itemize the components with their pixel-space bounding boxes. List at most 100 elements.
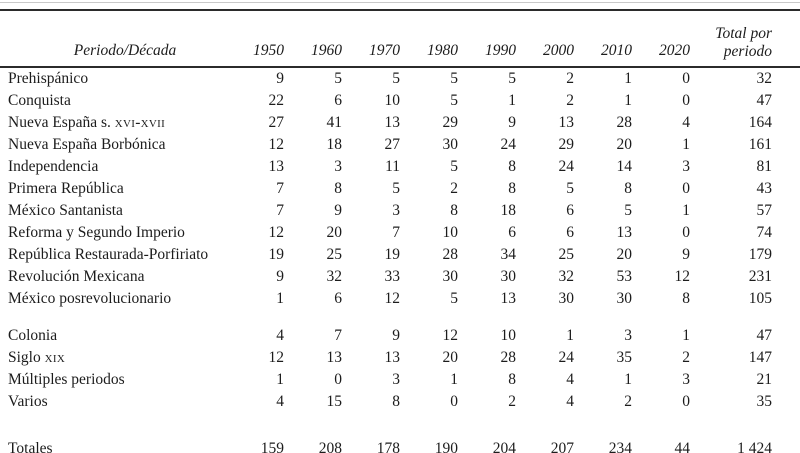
period-row-5-total: 43 xyxy=(756,180,773,197)
period-row-8-value-2020: 9 xyxy=(682,246,690,263)
group-gap-1 xyxy=(0,310,800,325)
grouped-row-0-value-1980: 12 xyxy=(442,327,459,344)
period-row-7-value-1980: 10 xyxy=(442,224,459,241)
period-row-0-value-1970: 5 xyxy=(392,70,400,87)
period-row-8-value-1980: 28 xyxy=(442,246,459,263)
period-row-7-value-1950: 12 xyxy=(268,224,285,241)
grouped-row-1: Siglo xix 12 13 13 20 28 24 35 2 147 xyxy=(0,347,800,369)
period-row-2-roman-numerals: xvi-xvii xyxy=(114,114,166,131)
group-gap-2-cell xyxy=(0,413,800,428)
period-row-1-value-2020: 0 xyxy=(682,92,690,109)
period-row-2-value-1990: 9 xyxy=(508,114,516,131)
period-row-9-value-1990: 30 xyxy=(500,268,517,285)
period-row-9-value-1970: 33 xyxy=(384,268,401,285)
totals-row: Totales 159 208 178 190 204 207 234 44 1 424 xyxy=(0,428,800,453)
period-row-0: Prehispánico 9 5 5 5 5 2 1 0 32 xyxy=(0,67,800,90)
header-row: Periodo/Década 1950 1960 1970 1980 1990 … xyxy=(0,10,800,68)
header-period-decade: Periodo/Década xyxy=(0,10,226,68)
period-row-10-value-1970: 12 xyxy=(384,290,401,307)
header-decade-1960: 1960 xyxy=(284,10,342,68)
period-row-9-label: Revolución Mexicana xyxy=(8,268,145,285)
period-row-0-label: Prehispánico xyxy=(8,70,89,87)
period-row-6-value-1980: 8 xyxy=(450,202,458,219)
grouped-row-3-label: Varios xyxy=(8,393,48,410)
grouped-row-0-value-2010: 3 xyxy=(624,327,632,344)
period-row-3-total: 161 xyxy=(748,136,772,153)
grouped-row-0-label: Colonia xyxy=(8,327,58,344)
period-row-3-value-1960: 18 xyxy=(326,136,343,153)
grouped-row-1-value-1950: 12 xyxy=(268,349,285,366)
period-row-8-value-1960: 25 xyxy=(326,246,343,263)
period-row-7: Reforma y Segundo Imperio 12 20 7 10 6 6 13 0 74 xyxy=(0,222,800,244)
header-decade-2010: 2010 xyxy=(574,10,632,68)
totals-row-value-2020: 44 xyxy=(674,440,691,453)
period-row-4-total: 81 xyxy=(756,158,773,175)
grouped-row-3-total: 35 xyxy=(756,393,773,410)
grouped-row-2-value-2020: 3 xyxy=(682,371,690,388)
period-row-6-value-1990: 18 xyxy=(500,202,517,219)
period-row-8-value-1950: 19 xyxy=(268,246,285,263)
period-row-10-value-1980: 5 xyxy=(450,290,458,307)
period-row-5-value-1950: 7 xyxy=(276,180,284,197)
period-row-4-value-1980: 5 xyxy=(450,158,458,175)
totals-row-label: Totales xyxy=(8,440,53,453)
period-row-2-value-1950: 27 xyxy=(268,114,285,131)
period-row-5-value-2020: 0 xyxy=(682,180,690,197)
period-row-6-value-2010: 5 xyxy=(624,202,632,219)
period-row-7-value-2000: 6 xyxy=(566,224,574,241)
period-row-6-value-2000: 6 xyxy=(566,202,574,219)
grouped-row-3-value-1950: 4 xyxy=(276,393,284,410)
period-row-2-value-1980: 29 xyxy=(442,114,459,131)
grouped-row-2-value-2010: 1 xyxy=(624,371,632,388)
period-row-1-value-2010: 1 xyxy=(624,92,632,109)
period-row-7-label: Reforma y Segundo Imperio xyxy=(8,224,185,241)
period-row-9-total: 231 xyxy=(748,268,772,285)
period-row-0-value-1980: 5 xyxy=(450,70,458,87)
period-row-7-value-1970: 7 xyxy=(392,224,400,241)
period-row-1: Conquista 22 6 10 5 1 2 1 0 47 xyxy=(0,90,800,112)
period-row-9-value-2000: 32 xyxy=(558,268,575,285)
header-decade-2000: 2000 xyxy=(516,10,574,68)
period-row-4-value-1970: 11 xyxy=(385,158,400,175)
period-row-5-label: Primera República xyxy=(8,180,124,197)
grouped-row-0-value-2020: 1 xyxy=(682,327,690,344)
period-row-8-value-1970: 19 xyxy=(384,246,401,263)
period-row-6-label: México Santanista xyxy=(8,202,123,219)
period-row-3-value-2000: 29 xyxy=(558,136,575,153)
grouped-row-2-value-1960: 0 xyxy=(334,371,342,388)
grouped-row-3-value-1980: 0 xyxy=(450,393,458,410)
group-gap-2 xyxy=(0,413,800,428)
header-decade-1980: 1980 xyxy=(400,10,458,68)
period-row-1-value-1950: 22 xyxy=(268,92,285,109)
period-row-4: Independencia 13 3 11 5 8 24 14 3 81 xyxy=(0,156,800,178)
period-row-4-label: Independencia xyxy=(8,158,99,175)
period-row-10-value-2010: 30 xyxy=(616,290,633,307)
grouped-row-0-value-1960: 7 xyxy=(334,327,342,344)
period-row-2: Nueva España s. xvi-xvii 27 41 13 29 9 13 28 4 16… xyxy=(0,112,800,134)
grouped-row-3-value-2020: 0 xyxy=(682,393,690,410)
period-row-8-value-2000: 25 xyxy=(558,246,575,263)
period-row-8: República Restaurada-Porfiriato 19 25 19 28 3… xyxy=(0,244,800,266)
grouped-row-1-value-1980: 20 xyxy=(442,349,459,366)
period-row-0-value-2010: 1 xyxy=(624,70,632,87)
grouped-row-2-value-1950: 1 xyxy=(276,371,284,388)
period-row-6-value-1950: 7 xyxy=(276,202,284,219)
period-row-4-value-1960: 3 xyxy=(334,158,342,175)
period-row-8-label: República Restaurada-Porfiriato xyxy=(8,246,209,263)
period-row-4-value-2000: 24 xyxy=(558,158,575,175)
period-row-6-value-1970: 3 xyxy=(392,202,400,219)
period-row-6: México Santanista 7 9 3 8 18 6 5 1 57 xyxy=(0,200,800,222)
period-row-5-value-1980: 2 xyxy=(450,180,458,197)
totals-row-value-1990: 204 xyxy=(492,440,516,453)
grouped-row-2-value-1980: 1 xyxy=(450,371,458,388)
grouped-row-0-value-1990: 10 xyxy=(500,327,517,344)
period-row-4-value-1990: 8 xyxy=(508,158,516,175)
grouped-row-2-value-1970: 3 xyxy=(392,371,400,388)
period-row-1-total: 47 xyxy=(756,92,773,109)
period-row-3-value-1990: 24 xyxy=(500,136,517,153)
period-row-9-value-2020: 12 xyxy=(674,268,691,285)
group-gap-1-cell xyxy=(0,310,800,325)
period-row-2-label: Nueva España s. xvi-xvii xyxy=(8,114,166,131)
header-decade-2020: 2020 xyxy=(632,10,690,68)
